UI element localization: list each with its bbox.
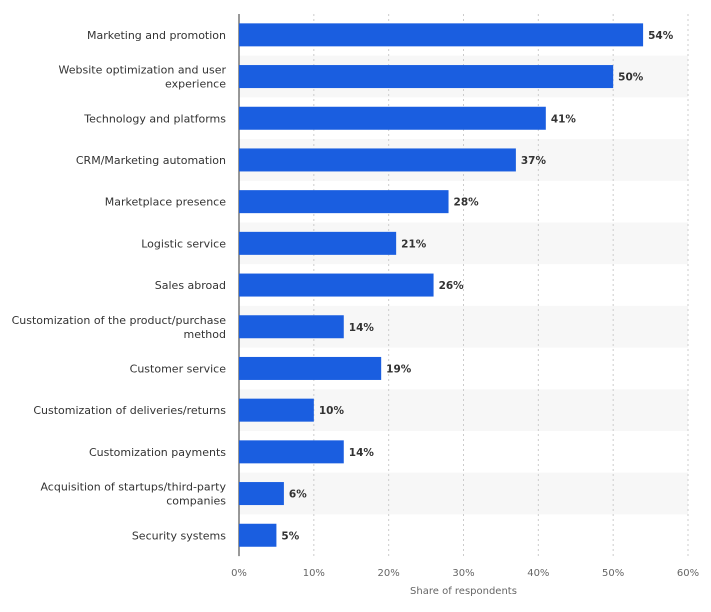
bar[interactable] xyxy=(239,482,284,506)
bar[interactable] xyxy=(239,315,344,339)
bar[interactable] xyxy=(239,148,516,172)
category-label: Acquisition of startups/third-party compa… xyxy=(40,481,226,508)
x-axis-title: Share of respondents xyxy=(410,586,517,597)
bar[interactable] xyxy=(239,440,344,464)
x-tick-label: 10% xyxy=(303,568,325,579)
category-label: Sales abroad xyxy=(155,279,226,292)
category-label: Security systems xyxy=(132,529,226,542)
x-tick-label: 40% xyxy=(527,568,549,579)
data-label: 21% xyxy=(401,238,427,250)
data-label: 6% xyxy=(289,489,307,501)
data-label: 28% xyxy=(454,197,480,209)
bar[interactable] xyxy=(239,65,614,89)
category-label: Customization payments xyxy=(89,446,226,459)
grid-lines xyxy=(238,14,689,557)
category-labels: Marketing and promotion Website optimizat… xyxy=(12,29,227,542)
x-tick-label: 50% xyxy=(602,568,624,579)
category-label: Customization of the product/purchase met… xyxy=(12,314,227,341)
data-label: 19% xyxy=(386,363,412,375)
x-tick-label: 60% xyxy=(677,568,699,579)
data-label: 37% xyxy=(521,155,547,167)
bar[interactable] xyxy=(239,231,397,255)
category-label: Website optimization and user experience xyxy=(59,64,227,91)
category-label: Customization of deliveries/returns xyxy=(33,404,226,417)
x-tick-label: 30% xyxy=(452,568,474,579)
x-tick-label: 20% xyxy=(378,568,400,579)
data-label: 10% xyxy=(319,405,345,417)
bar[interactable] xyxy=(239,23,644,47)
x-tick-label: 0% xyxy=(231,568,247,579)
bar[interactable] xyxy=(239,523,277,547)
data-label: 5% xyxy=(281,530,299,542)
category-label: Marketplace presence xyxy=(105,196,226,209)
category-label: Customer service xyxy=(130,362,227,375)
bar[interactable] xyxy=(239,190,449,214)
data-label: 54% xyxy=(648,30,674,42)
data-label: 14% xyxy=(349,322,375,334)
bar[interactable] xyxy=(239,398,314,422)
data-label: 41% xyxy=(551,113,577,125)
category-label: Logistic service xyxy=(141,237,226,250)
bars xyxy=(239,23,644,547)
bar[interactable] xyxy=(239,273,434,297)
bar[interactable] xyxy=(239,106,546,130)
data-label: 14% xyxy=(349,447,375,459)
bar[interactable] xyxy=(239,356,382,380)
data-label: 26% xyxy=(439,280,465,292)
data-labels: 54% 50% 41% 37% 28% 21% 26% 14% 19% 10% 14% 6% 5% xyxy=(281,30,673,542)
data-label: 50% xyxy=(618,72,644,84)
category-label: Technology and platforms xyxy=(83,112,226,125)
category-label: Marketing and promotion xyxy=(87,29,226,42)
x-axis-ticks: 0% 10% 20% 30% 40% 50% 60% xyxy=(231,568,699,579)
category-label: CRM/Marketing automation xyxy=(76,154,226,167)
